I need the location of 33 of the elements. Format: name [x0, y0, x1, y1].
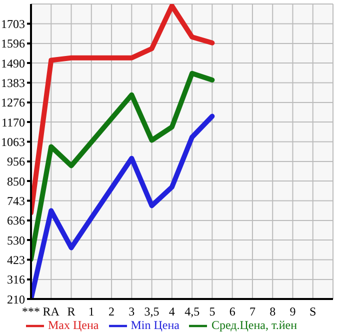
x-tick-label: 5	[209, 304, 216, 319]
y-tick-label: 1490	[1, 56, 25, 70]
x-tick-label: 9	[290, 304, 296, 319]
y-tick-label: 956	[7, 154, 25, 169]
legend-label: Min Цена	[130, 318, 180, 332]
x-tick-label: R	[67, 304, 76, 319]
x-tick-label: 4	[168, 304, 175, 319]
x-tick-label: 3,5	[144, 304, 160, 319]
x-tick-label: 6	[229, 304, 236, 319]
y-tick-label: 850	[7, 174, 25, 188]
x-tick-label: 7	[249, 304, 256, 319]
y-tick-label: 743	[7, 194, 25, 208]
legend-label: Сред.Цена, т.йен	[211, 318, 298, 332]
y-tick-label: 316	[7, 272, 25, 287]
y-tick-label: 636	[7, 214, 25, 228]
x-tick-label: 4,5	[184, 304, 200, 319]
y-tick-label: 530	[7, 233, 25, 248]
y-tick-label: 1276	[1, 96, 25, 110]
y-tick-label: 1063	[1, 134, 25, 149]
y-tick-label: 210	[7, 292, 25, 306]
x-tick-label: S	[310, 304, 316, 319]
x-tick-label: 2	[108, 304, 115, 319]
legend-label: Max Цена	[48, 318, 99, 332]
y-tick-label: 1383	[1, 76, 25, 90]
x-tick-label: 8	[270, 304, 276, 319]
y-tick-label: 423	[7, 252, 25, 267]
x-tick-label: ***	[22, 304, 40, 319]
x-tick-label: 3	[128, 304, 135, 319]
y-tick-label: 1596	[1, 36, 25, 51]
x-tick-label: 1	[88, 304, 94, 319]
x-tick-label: RA	[42, 304, 60, 319]
y-tick-label: 1703	[1, 16, 25, 31]
y-tick-label: 1170	[1, 115, 25, 130]
